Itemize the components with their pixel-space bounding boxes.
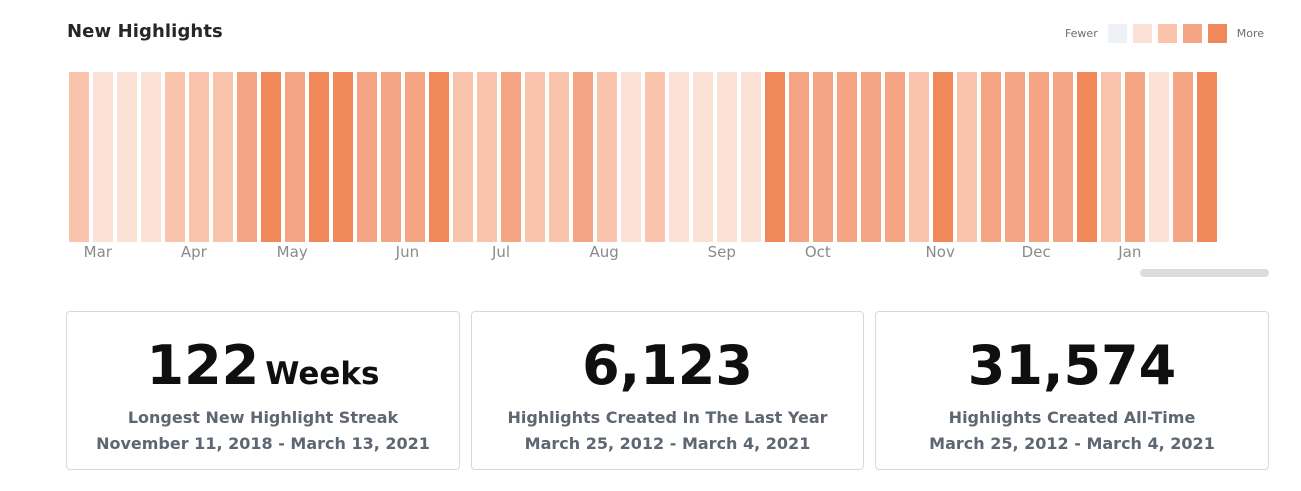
heatmap-week-bar[interactable]: [1029, 72, 1049, 242]
heatmap-week-bar[interactable]: [1101, 72, 1121, 242]
legend-swatch-4: [1207, 24, 1227, 43]
month-label: Oct: [804, 243, 831, 261]
heatmap-week-bar[interactable]: [453, 72, 473, 242]
month-label: Jan: [1118, 243, 1142, 261]
legend-fewer-label: Fewer: [1064, 27, 1098, 40]
heatmap-week-bar[interactable]: [501, 72, 521, 242]
section-title: New Highlights: [67, 21, 223, 42]
stat-number: 6,123: [582, 334, 753, 397]
stat-label: Highlights Created All-Time: [948, 408, 1196, 427]
heatmap-week-bar[interactable]: [909, 72, 929, 242]
legend-swatch-1: [1132, 24, 1152, 43]
heatmap-week-bar[interactable]: [717, 72, 737, 242]
heatmap-week-bar[interactable]: [693, 72, 713, 242]
heatmap-week-bar[interactable]: [525, 72, 545, 242]
heatmap-week-bar[interactable]: [381, 72, 401, 242]
heatmap-week-bar[interactable]: [861, 72, 881, 242]
heatmap-week-bar[interactable]: [429, 72, 449, 242]
heatmap-week-bar[interactable]: [1149, 72, 1169, 242]
stat-number: 122: [146, 334, 260, 397]
heatmap-week-bar[interactable]: [285, 72, 305, 242]
heatmap-week-bar[interactable]: [621, 72, 641, 242]
heatmap-week-bar[interactable]: [837, 72, 857, 242]
month-label: Aug: [589, 243, 619, 261]
stat-number: 31,574: [967, 334, 1177, 397]
heatmap-week-bar[interactable]: [333, 72, 353, 242]
heatmap-week-bar[interactable]: [765, 72, 785, 242]
heatmap-week-bar[interactable]: [237, 72, 257, 242]
heatmap-week-bar[interactable]: [645, 72, 665, 242]
month-label: Dec: [1021, 243, 1051, 261]
heatmap-week-bar[interactable]: [957, 72, 977, 242]
heatmap-week-bar[interactable]: [597, 72, 617, 242]
heatmap-week-bar[interactable]: [141, 72, 161, 242]
heatmap-week-bar[interactable]: [669, 72, 689, 242]
heatmap-week-bar[interactable]: [885, 72, 905, 242]
stat-card-longest-streak: 122 Weeks Longest New Highlight Streak No…: [66, 311, 460, 470]
heatmap-week-bar[interactable]: [477, 72, 497, 242]
month-label: Nov: [925, 243, 955, 261]
stat-value: 6,123: [472, 336, 863, 395]
heatmap-week-bar[interactable]: [1053, 72, 1073, 242]
heatmap-week-bar[interactable]: [261, 72, 281, 242]
month-label: Apr: [180, 243, 207, 261]
month-label: Mar: [83, 243, 112, 261]
heatmap-week-bar[interactable]: [981, 72, 1001, 242]
stat-value: 122 Weeks: [67, 336, 459, 395]
heatmap-week-bar[interactable]: [117, 72, 137, 242]
heatmap-week-bar[interactable]: [789, 72, 809, 242]
heatmap-week-bar[interactable]: [1005, 72, 1025, 242]
stat-date-range: November 11, 2018 - March 13, 2021: [96, 434, 430, 453]
heatmap-week-bar[interactable]: [405, 72, 425, 242]
heatmap-legend: Fewer More: [1065, 24, 1264, 43]
heatmap-week-bar[interactable]: [189, 72, 209, 242]
month-axis: Mar Apr May Jun Jul Aug Sep Oct Nov Dec Jan: [0, 243, 1301, 265]
stat-card-last-year: 6,123 Highlights Created In The Last Yea…: [471, 311, 864, 470]
heatmap-week-bar[interactable]: [573, 72, 593, 242]
month-label: Sep: [707, 243, 736, 261]
legend-swatch-0: [1107, 24, 1127, 43]
heatmap-week-bar[interactable]: [165, 72, 185, 242]
month-label: Jun: [395, 243, 420, 261]
stat-value: 31,574: [876, 336, 1268, 395]
heatmap-week-bar[interactable]: [1125, 72, 1145, 242]
heatmap-week-bar[interactable]: [93, 72, 113, 242]
stat-unit: Weeks: [265, 356, 380, 392]
heatmap-week-bar[interactable]: [1173, 72, 1193, 242]
heatmap-week-bar[interactable]: [741, 72, 761, 242]
stat-date-range: March 25, 2012 - March 4, 2021: [929, 434, 1215, 453]
heatmap-week-bar[interactable]: [813, 72, 833, 242]
stat-label: Highlights Created In The Last Year: [507, 408, 828, 427]
month-label: Jul: [491, 243, 511, 261]
legend-swatch-3: [1182, 24, 1202, 43]
heatmap-week-bar[interactable]: [357, 72, 377, 242]
heatmap-week-bar[interactable]: [213, 72, 233, 242]
heatmap-week-bar[interactable]: [933, 72, 953, 242]
weekly-highlights-heatmap: [69, 72, 1267, 242]
legend-more-label: More: [1236, 27, 1264, 40]
heatmap-week-bar[interactable]: [549, 72, 569, 242]
heatmap-scrollbar[interactable]: [1140, 269, 1269, 277]
heatmap-week-bar[interactable]: [69, 72, 89, 242]
month-label: May: [276, 243, 308, 261]
stat-label: Longest New Highlight Streak: [127, 408, 399, 427]
heatmap-week-bar[interactable]: [1197, 72, 1217, 242]
stat-date-range: March 25, 2012 - March 4, 2021: [524, 434, 811, 453]
heatmap-week-bar[interactable]: [309, 72, 329, 242]
stat-card-all-time: 31,574 Highlights Created All-Time March…: [875, 311, 1269, 470]
heatmap-week-bar[interactable]: [1077, 72, 1097, 242]
legend-swatch-2: [1157, 24, 1177, 43]
